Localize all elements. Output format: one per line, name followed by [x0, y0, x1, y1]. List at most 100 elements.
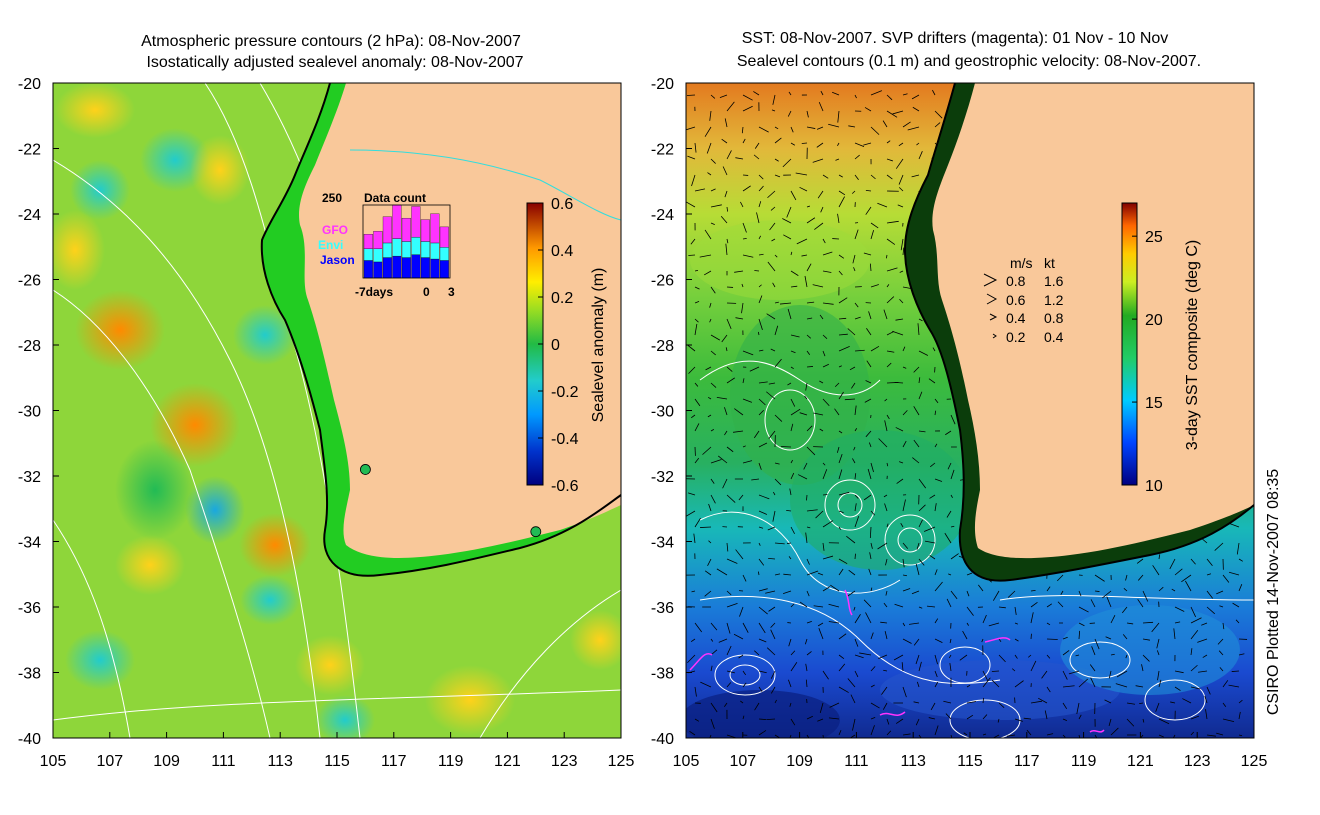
credit-label: CSIRO Plotted 14-Nov-2007 08:35	[1265, 469, 1282, 715]
station-marker-0	[360, 464, 370, 474]
inset-max-label: 250	[322, 191, 342, 205]
x-tick-label: 113	[267, 753, 293, 770]
sla-colorbar-label: Sealevel anomaly (m)	[590, 268, 607, 423]
inset-bar-envi	[402, 242, 411, 258]
inset-bar-jason	[440, 260, 449, 278]
right-title-line-1: SST: 08-Nov-2007. SVP drifters (magenta)…	[742, 30, 1169, 47]
x-tick-label: 107	[729, 753, 756, 770]
x-tick-label: 107	[96, 753, 123, 770]
inset-bar-jason	[374, 262, 383, 278]
colorbar-tick-label: 0.4	[551, 243, 573, 260]
x-tick-label: 121	[494, 753, 521, 770]
inset-bar-envi	[364, 249, 373, 261]
inset-bar-gfo	[431, 214, 440, 243]
velocity-vector	[992, 671, 999, 672]
x-tick-label: 125	[608, 753, 635, 770]
inset-bar-gfo	[374, 231, 383, 249]
inset-bar-envi	[383, 243, 392, 258]
velocity-vector	[754, 270, 759, 271]
inset-bar-jason	[421, 258, 430, 278]
y-tick-label: -20	[651, 76, 674, 93]
velocity-legend-kt: 0.4	[1044, 329, 1064, 345]
y-tick-label: -28	[18, 338, 41, 355]
x-tick-label: 123	[1184, 753, 1211, 770]
left-panel: Atmospheric pressure contours (2 hPa): 0…	[18, 33, 635, 770]
station-marker-1	[531, 527, 541, 537]
inset-bar-gfo	[440, 227, 449, 247]
y-tick-label: -38	[18, 666, 41, 683]
inset-bar-jason	[412, 255, 421, 278]
colorbar-tick-label: 10	[1145, 478, 1163, 495]
velocity-vector	[807, 366, 813, 367]
velocity-legend-ms-header: m/s	[1010, 255, 1033, 271]
left-title-line-2: Isostatically adjusted sealevel anomaly:…	[146, 54, 523, 71]
velocity-vector	[1095, 591, 1099, 592]
inset-bar-gfo	[402, 218, 411, 241]
x-tick-label: 109	[153, 753, 180, 770]
velocity-legend-kt: 1.6	[1044, 273, 1064, 289]
inset-bar-jason	[364, 260, 373, 278]
inset-bar-gfo	[393, 205, 402, 239]
inset-legend-jason: Jason	[320, 253, 355, 267]
y-tick-label: -22	[18, 142, 41, 159]
velocity-legend-kt-header: kt	[1044, 255, 1055, 271]
colorbar-tick-label: 20	[1145, 312, 1163, 329]
inset-bar-gfo	[412, 206, 421, 237]
inset-bar-envi	[393, 239, 402, 257]
y-tick-label: -40	[18, 731, 41, 748]
y-tick-label: -32	[18, 469, 41, 486]
velocity-vector	[1232, 671, 1239, 672]
velocity-legend-kt: 1.2	[1044, 292, 1064, 308]
right-map	[680, 83, 1254, 750]
y-tick-label: -22	[651, 142, 674, 159]
velocity-vector	[802, 143, 807, 144]
y-tick-label: -36	[18, 600, 41, 617]
velocity-vector	[781, 446, 791, 447]
y-tick-label: -28	[651, 338, 674, 355]
y-tick-label: -38	[651, 666, 674, 683]
sst-colorbar-label: 3-day SST composite (deg C)	[1184, 240, 1201, 450]
x-tick-label: 117	[381, 753, 407, 770]
inset-bar-gfo	[421, 220, 430, 242]
inset-bar-gfo	[364, 234, 373, 249]
velocity-legend-kt: 0.8	[1044, 310, 1064, 326]
y-tick-label: -40	[651, 731, 674, 748]
x-tick-label: 121	[1127, 753, 1154, 770]
velocity-vector	[1047, 639, 1058, 640]
y-tick-label: -30	[18, 404, 41, 421]
y-tick-label: -34	[18, 535, 41, 552]
x-tick-label: 111	[844, 753, 868, 770]
colorbar-tick-label: -0.2	[551, 384, 579, 401]
right-land	[932, 83, 1254, 558]
colorbar-tick-label: 15	[1145, 395, 1163, 412]
left-title-line-1: Atmospheric pressure contours (2 hPa): 0…	[141, 33, 521, 50]
inset-legend-gfo: GFO	[322, 223, 348, 237]
inset-x-label-start: -7days	[355, 285, 393, 299]
sst-colorbar-bar	[1122, 203, 1137, 485]
inset-bar-envi	[412, 237, 421, 255]
x-tick-label: 105	[673, 753, 700, 770]
y-tick-label: -32	[651, 469, 674, 486]
x-tick-label: 119	[1071, 753, 1097, 770]
velocity-vector	[806, 495, 807, 500]
x-tick-label: 109	[786, 753, 813, 770]
x-tick-label: 115	[957, 753, 983, 770]
velocity-legend-ms: 0.6	[1006, 292, 1026, 308]
inset-bar-jason	[393, 256, 402, 278]
colorbar-tick-label: 25	[1145, 229, 1163, 246]
inset-title: Data count	[364, 191, 426, 205]
colorbar-tick-label: 0.2	[551, 290, 573, 307]
x-tick-label: 123	[551, 753, 578, 770]
velocity-legend-ms: 0.2	[1006, 329, 1026, 345]
y-tick-label: -36	[651, 600, 674, 617]
right-title-line-2: Sealevel contours (0.1 m) and geostrophi…	[737, 53, 1201, 70]
colorbar-tick-label: -0.6	[551, 478, 579, 495]
right-panel: SST: 08-Nov-2007. SVP drifters (magenta)…	[651, 30, 1268, 770]
inset-bar-envi	[440, 247, 449, 260]
x-tick-label: 125	[1241, 753, 1268, 770]
inset-bar-envi	[431, 243, 440, 259]
y-tick-label: -30	[651, 404, 674, 421]
y-tick-label: -34	[651, 535, 674, 552]
y-tick-label: -20	[18, 76, 41, 93]
x-tick-label: 105	[40, 753, 67, 770]
